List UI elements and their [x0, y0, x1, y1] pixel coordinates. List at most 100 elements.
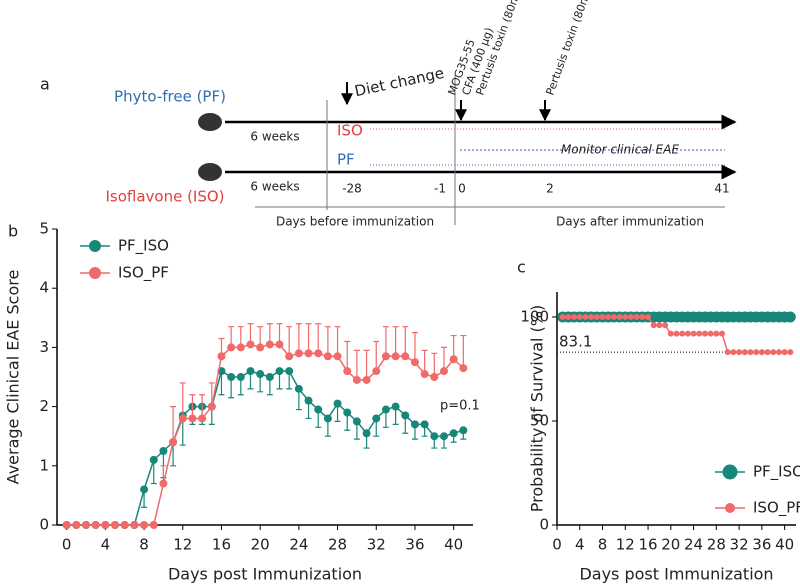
- point: [430, 373, 439, 381]
- point: [605, 313, 612, 320]
- x-tick-label: 24: [684, 536, 703, 554]
- boost: Pertusis toxin (80ng): [543, 0, 594, 97]
- legend-label: ISO_PF: [753, 499, 800, 518]
- error-bar: [305, 323, 312, 354]
- point: [275, 367, 284, 376]
- x-tick-label: 12: [173, 536, 192, 554]
- error-bar: [344, 340, 351, 372]
- point: [459, 426, 468, 435]
- point: [753, 349, 760, 356]
- point: [713, 330, 720, 337]
- point: [719, 330, 726, 337]
- point: [639, 313, 646, 320]
- y-tick-label: 0: [39, 516, 49, 534]
- point: [140, 485, 149, 494]
- y-tick-label: 3: [39, 338, 49, 356]
- point: [633, 313, 640, 320]
- panel-label: b: [8, 222, 18, 241]
- point: [420, 420, 429, 429]
- group-label: Phyto-free (PF): [114, 88, 226, 106]
- legend-label: PF_ISO: [753, 463, 800, 482]
- point: [236, 373, 245, 381]
- x-tick-label: 8: [598, 536, 608, 554]
- legend-marker: [89, 240, 101, 252]
- error-bar: [179, 382, 186, 419]
- point: [149, 521, 158, 529]
- series: [557, 311, 796, 323]
- error-bar: [363, 349, 370, 380]
- point: [343, 367, 352, 376]
- point: [420, 370, 429, 379]
- point: [285, 367, 294, 376]
- point: [730, 349, 737, 356]
- x-tick-label: 32: [730, 536, 749, 554]
- mouse-icon: [198, 163, 222, 181]
- y-tick-label: 0: [539, 516, 549, 534]
- series: [62, 323, 468, 529]
- error-bar: [382, 326, 389, 357]
- point: [650, 322, 657, 329]
- error-bar: [411, 332, 418, 363]
- point: [159, 447, 168, 455]
- point: [323, 414, 332, 423]
- point: [256, 370, 265, 379]
- point: [91, 521, 100, 529]
- point: [101, 521, 110, 529]
- point: [679, 330, 686, 337]
- point: [285, 352, 294, 361]
- point: [775, 349, 782, 356]
- y-axis-label: Average Clinical EAE Score: [4, 270, 23, 485]
- point: [736, 349, 743, 356]
- panel-a: a Phyto-free (PF) Isoflavone (ISO) 6 wee…: [40, 0, 737, 229]
- x-tick-label: 20: [251, 536, 270, 554]
- y-tick-label: 5: [39, 220, 49, 238]
- timepoint: 2: [546, 182, 554, 196]
- timepoint: 0: [458, 182, 466, 196]
- point: [236, 343, 245, 352]
- point: [758, 349, 765, 356]
- point: [449, 429, 458, 438]
- point: [294, 349, 303, 358]
- point: [439, 432, 448, 441]
- point: [227, 373, 236, 381]
- error-bar: [460, 334, 467, 369]
- point: [741, 349, 748, 356]
- point: [362, 375, 371, 384]
- point: [565, 313, 572, 320]
- point: [304, 349, 313, 358]
- series-line: [66, 343, 464, 526]
- error-bar: [170, 406, 177, 443]
- series: [62, 367, 468, 529]
- error-bar: [392, 326, 399, 357]
- point: [707, 330, 714, 337]
- point: [622, 313, 629, 320]
- point: [198, 414, 207, 423]
- phase-label: Days before immunization: [276, 215, 434, 229]
- point: [333, 352, 342, 361]
- y-tick-label: 4: [39, 279, 49, 297]
- x-tick-label: 0: [62, 536, 72, 554]
- point: [610, 313, 617, 320]
- error-bar: [373, 340, 380, 372]
- point: [120, 521, 129, 529]
- error-bar: [402, 326, 409, 357]
- point: [149, 455, 158, 464]
- x-tick-label: 0: [552, 536, 562, 554]
- point: [696, 330, 703, 337]
- point: [391, 402, 400, 411]
- point: [140, 521, 149, 529]
- point: [333, 399, 342, 408]
- point: [169, 438, 178, 447]
- point: [82, 521, 91, 529]
- point: [430, 432, 439, 441]
- legend-marker: [725, 503, 735, 513]
- error-bar: [353, 349, 360, 380]
- point: [559, 313, 566, 320]
- error-bar: [334, 326, 341, 357]
- series: [559, 313, 794, 356]
- x-tick-label: 4: [575, 536, 585, 554]
- point: [571, 313, 578, 320]
- legend-marker: [722, 464, 738, 480]
- point: [770, 349, 777, 356]
- point: [582, 313, 589, 320]
